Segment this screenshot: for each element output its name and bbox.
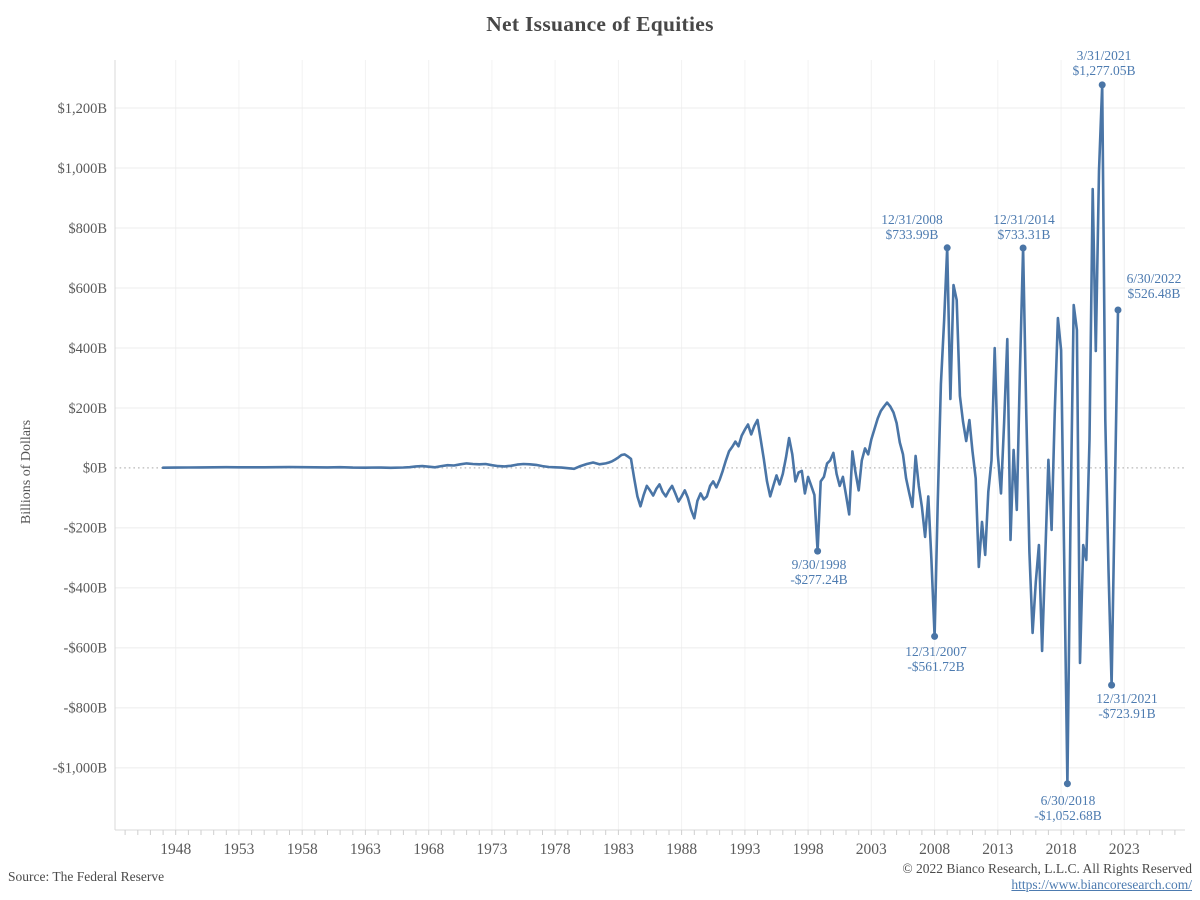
y-tick-label: $600B <box>68 281 107 297</box>
series-line <box>161 83 1120 785</box>
x-tick-label: 1968 <box>413 841 444 858</box>
annotation-label: 9/30/1998 -$277.24B <box>790 557 847 587</box>
x-tick-label: 2018 <box>1046 841 1077 858</box>
annotation-label: 12/31/2007 -$561.72B <box>905 644 967 674</box>
annotation-marker <box>931 632 939 640</box>
annotation-marker <box>1019 244 1027 252</box>
axes <box>114 60 1185 831</box>
x-tick-label: 1978 <box>540 841 571 858</box>
annotation-label: 12/31/2008 $733.99B <box>881 212 943 242</box>
x-tick-label: 1998 <box>793 841 824 858</box>
x-tick-label: 2008 <box>919 841 950 858</box>
y-tick-label: -$600B <box>64 641 108 657</box>
x-tick-label: 1953 <box>223 841 254 858</box>
y-tick-label: $0B <box>83 461 107 477</box>
y-tick-label: -$800B <box>64 701 108 717</box>
annotation-marker <box>814 547 822 555</box>
footer-credits: © 2022 Bianco Research, L.L.C. All Right… <box>902 861 1192 892</box>
x-tick-label: 2003 <box>856 841 887 858</box>
x-tick-label: 1948 <box>160 841 191 858</box>
annotation-label: 12/31/2014 $733.31B <box>993 212 1055 242</box>
y-tick-label: $400B <box>68 341 107 357</box>
y-tick-label: $800B <box>68 221 107 237</box>
y-tick-label: -$400B <box>64 581 108 597</box>
x-tick-label: 1963 <box>350 841 381 858</box>
copyright-note: © 2022 Bianco Research, L.L.C. All Right… <box>902 861 1192 876</box>
horizontal-gridlines <box>115 107 1185 769</box>
annotation-labels: 3/31/2021 $1,277.05B 12/31/2008 $733.99B 12/… <box>790 48 1181 823</box>
x-tick-label: 1983 <box>603 841 634 858</box>
series <box>161 83 1120 785</box>
y-axis-tick-labels: $1,200B $1,000B $800B $600B $400B $200B $0B -$2… <box>53 101 107 777</box>
y-tick-label: $200B <box>68 401 107 417</box>
annotation-marker <box>1063 780 1071 788</box>
annotation-marker <box>1098 81 1106 89</box>
source-note: Source: The Federal Reserve <box>8 869 165 884</box>
y-tick-label: $1,000B <box>57 161 107 177</box>
x-tick-label: 1988 <box>666 841 697 858</box>
x-tick-label: 2023 <box>1109 841 1140 858</box>
chart-title: Net Issuance of Equities <box>486 12 714 36</box>
annotation-markers <box>814 81 1122 788</box>
annotation-label: 6/30/2018 -$1,052.68B <box>1034 793 1102 823</box>
website-link[interactable]: https://www.biancoresearch.com/ <box>1011 876 1192 892</box>
x-tick-label: 2013 <box>982 841 1013 858</box>
y-tick-label: -$1,000B <box>53 761 107 777</box>
annotation-label: 3/31/2021 $1,277.05B <box>1072 48 1135 78</box>
annotation-label: 6/30/2022 $526.48B <box>1127 271 1182 301</box>
annotation-label: 12/31/2021 -$723.91B <box>1096 691 1158 721</box>
x-axis-tick-marks <box>124 830 1176 835</box>
x-tick-label: 1973 <box>476 841 507 858</box>
annotation-marker <box>1108 681 1116 689</box>
annotation-marker <box>1114 306 1122 314</box>
annotation-marker <box>943 244 951 252</box>
x-tick-label: 1993 <box>729 841 760 858</box>
vertical-gridlines <box>175 60 1125 830</box>
y-tick-label: -$200B <box>64 521 108 537</box>
x-tick-label: 1958 <box>287 841 318 858</box>
y-tick-label: $1,200B <box>57 101 107 117</box>
x-axis-tick-labels: 1948 1953 1958 1963 1968 1973 1978 1983 1988 1993… <box>160 841 1140 858</box>
